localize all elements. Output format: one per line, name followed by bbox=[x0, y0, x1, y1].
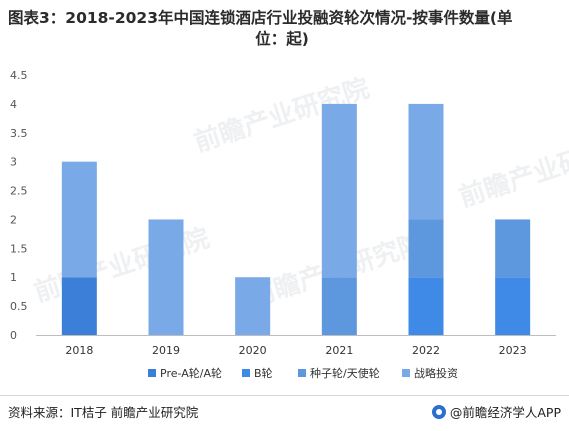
legend-label-3: 战略投资 bbox=[414, 366, 458, 380]
brand-logo-icon bbox=[431, 404, 446, 419]
legend-swatch-1 bbox=[242, 369, 250, 377]
legend-swatch-2 bbox=[298, 369, 306, 377]
y-tick-label: 2 bbox=[10, 213, 17, 226]
y-tick-label: 1 bbox=[10, 271, 17, 284]
x-tick-label: 2020 bbox=[239, 344, 267, 357]
x-tick-label: 2019 bbox=[152, 344, 180, 357]
bar-2023-series-2 bbox=[495, 219, 531, 278]
legend-swatch-0 bbox=[148, 369, 156, 377]
brand-credit: @前瞻经济学人APP bbox=[431, 402, 561, 421]
bar-2019-series-3 bbox=[148, 219, 184, 335]
source-note: 资料来源：IT桔子 前瞻产业研究院 bbox=[8, 405, 199, 420]
footer-divider bbox=[0, 395, 569, 396]
chart-title-line1: 图表3：2018-2023年中国连锁酒店行业投融资轮次情况-按事件数量(单 bbox=[8, 9, 513, 27]
bar-2020-series-3 bbox=[235, 277, 271, 335]
y-tick-label: 3 bbox=[10, 156, 17, 169]
bar-2022-series-1 bbox=[408, 277, 444, 335]
bar-2021-series-2 bbox=[321, 277, 357, 335]
legend-swatch-3 bbox=[402, 369, 410, 377]
y-tick-label: 4 bbox=[10, 98, 17, 111]
chart-title-line2: 位：起) bbox=[255, 30, 309, 48]
legend-label-2: 种子轮/天使轮 bbox=[310, 366, 380, 380]
bar-2018-series-0 bbox=[61, 277, 97, 335]
y-tick-label: 2.5 bbox=[10, 185, 28, 198]
bar-2022-series-2 bbox=[408, 219, 444, 278]
y-tick-label: 0.5 bbox=[10, 300, 28, 313]
y-tick-label: 4.5 bbox=[10, 69, 28, 82]
bar-2021-series-3 bbox=[321, 103, 357, 278]
y-tick-label: 0 bbox=[10, 329, 17, 342]
footer: 资料来源：IT桔子 前瞻产业研究院 @前瞻经济学人APP bbox=[6, 400, 563, 420]
x-tick-label: 2023 bbox=[499, 344, 527, 357]
legend-label-0: Pre-A轮/A轮 bbox=[160, 366, 222, 380]
brand-text: @前瞻经济学人APP bbox=[449, 405, 561, 420]
legend-label-1: B轮 bbox=[254, 366, 273, 380]
bar-2018-series-3 bbox=[61, 161, 97, 278]
x-tick-label: 2021 bbox=[325, 344, 353, 357]
y-tick-label: 1.5 bbox=[10, 242, 28, 255]
x-tick-label: 2018 bbox=[65, 344, 93, 357]
bar-2023-series-1 bbox=[495, 277, 531, 335]
chart-title: 图表3：2018-2023年中国连锁酒店行业投融资轮次情况-按事件数量(单 位：… bbox=[8, 8, 556, 50]
y-tick-label: 3.5 bbox=[10, 127, 28, 140]
bar-2022-series-3 bbox=[408, 103, 444, 220]
x-tick-label: 2022 bbox=[412, 344, 440, 357]
